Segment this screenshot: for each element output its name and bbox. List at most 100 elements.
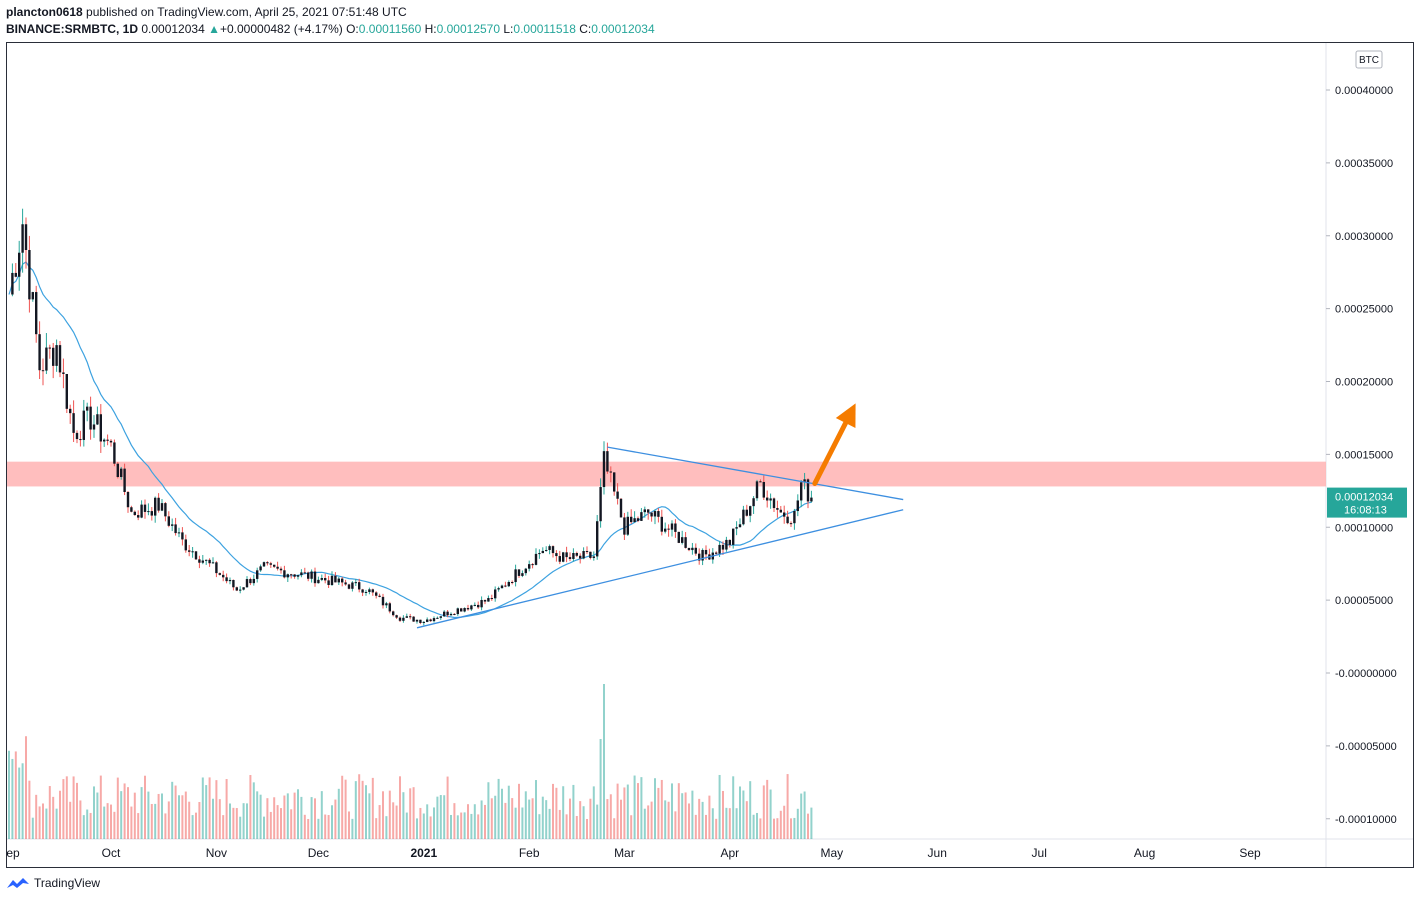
candle <box>521 570 524 578</box>
volume-bar <box>667 801 670 839</box>
candle-body <box>14 272 17 277</box>
symbol-label: BINANCE:SRMBTC, 1D <box>6 22 138 36</box>
volume-bar <box>552 783 554 839</box>
candle-body <box>647 509 650 513</box>
volume-bar <box>402 792 405 839</box>
candle-body <box>256 570 259 579</box>
candle <box>565 546 568 563</box>
candle <box>75 430 79 444</box>
candle <box>375 591 378 599</box>
chart-area[interactable]: BTC 0.00040000 0.00035000 0.00030000 0.00025… <box>6 42 1414 868</box>
volume-bar <box>623 787 626 839</box>
y-tick-label: 0.00040000 <box>1335 85 1393 97</box>
volume-bar <box>171 781 174 839</box>
candle-body <box>310 571 313 579</box>
footer-brand[interactable]: TradingView <box>34 876 101 890</box>
candle-body <box>228 579 232 582</box>
volume-bar <box>358 774 361 839</box>
candle-body <box>772 498 776 509</box>
volume-bar <box>538 814 541 839</box>
candle-body <box>150 511 153 516</box>
candle-body <box>725 539 728 550</box>
candle <box>252 574 255 586</box>
volume-bar <box>399 776 401 839</box>
candle-body <box>45 347 48 371</box>
x-tick-label: May <box>820 846 843 860</box>
candle-body <box>65 373 68 409</box>
volume-bar <box>790 818 792 839</box>
volume-bar <box>613 818 616 839</box>
candle-body <box>528 564 531 569</box>
candle-body <box>643 509 646 513</box>
candle-body <box>545 549 548 551</box>
volume-bar <box>732 776 735 839</box>
candle <box>303 567 306 574</box>
candle-body <box>69 408 72 414</box>
volume-bar <box>11 758 14 839</box>
volume-bar <box>511 798 514 839</box>
candle-body <box>422 621 425 623</box>
candle <box>674 519 677 538</box>
candle-body <box>443 611 446 617</box>
candle-body <box>796 500 799 512</box>
candle-body <box>296 575 300 577</box>
volume-bar <box>779 810 782 839</box>
candle <box>201 554 204 565</box>
volume-bar <box>161 793 163 839</box>
candle-body <box>762 481 765 498</box>
arrow-shaft <box>812 420 849 487</box>
volume-bar <box>630 815 633 839</box>
volume-bar <box>18 767 21 839</box>
candle-body <box>490 598 493 600</box>
volume-bar <box>572 784 575 839</box>
candle-body <box>35 292 38 335</box>
candle <box>48 344 51 359</box>
candle-body <box>732 528 735 545</box>
candle-body <box>48 347 51 349</box>
candle <box>164 502 167 522</box>
x-tick-label: Oct <box>102 846 121 860</box>
candle <box>184 534 187 553</box>
x-tick-label: 2021 <box>410 846 437 860</box>
candle-body <box>290 574 293 576</box>
candle-body <box>239 589 242 591</box>
y-tick-label: 0.00020000 <box>1335 377 1393 389</box>
candle-body <box>402 617 405 621</box>
volume-bar <box>620 799 622 839</box>
candle <box>150 507 153 521</box>
candle <box>504 581 507 588</box>
candle-body <box>201 560 204 563</box>
volume-bar <box>507 785 510 839</box>
candle-body <box>810 497 813 502</box>
ascending-trendline <box>416 509 904 629</box>
volume-bar <box>660 779 663 839</box>
volume-bar <box>528 799 531 839</box>
candle <box>531 563 534 569</box>
candle-body <box>395 615 398 618</box>
volume-bar <box>422 813 425 839</box>
volume-bar <box>337 788 340 839</box>
candle <box>738 518 742 528</box>
candle <box>432 616 436 623</box>
candle <box>732 528 735 549</box>
candle-body <box>749 506 752 516</box>
volume-bar <box>290 809 293 839</box>
volume-bar <box>103 806 106 839</box>
last-price-badge-value: 0.00012034 <box>1335 492 1393 504</box>
volume-bar <box>232 807 235 839</box>
volume-bar <box>575 815 578 839</box>
candle-body <box>568 557 572 559</box>
candle-body <box>133 511 136 516</box>
candle <box>228 577 232 585</box>
candle <box>453 613 456 616</box>
volume-bar <box>718 774 721 839</box>
volume-bar <box>715 818 718 839</box>
candle <box>684 532 687 549</box>
candle <box>575 551 578 558</box>
chart-svg[interactable]: BTC 0.00040000 0.00035000 0.00030000 0.00025… <box>7 43 1413 867</box>
candle <box>463 607 466 613</box>
candle <box>721 541 725 556</box>
volume-bar <box>157 793 160 839</box>
author-name[interactable]: plancton0618 <box>6 5 83 19</box>
candle-body <box>524 568 527 574</box>
